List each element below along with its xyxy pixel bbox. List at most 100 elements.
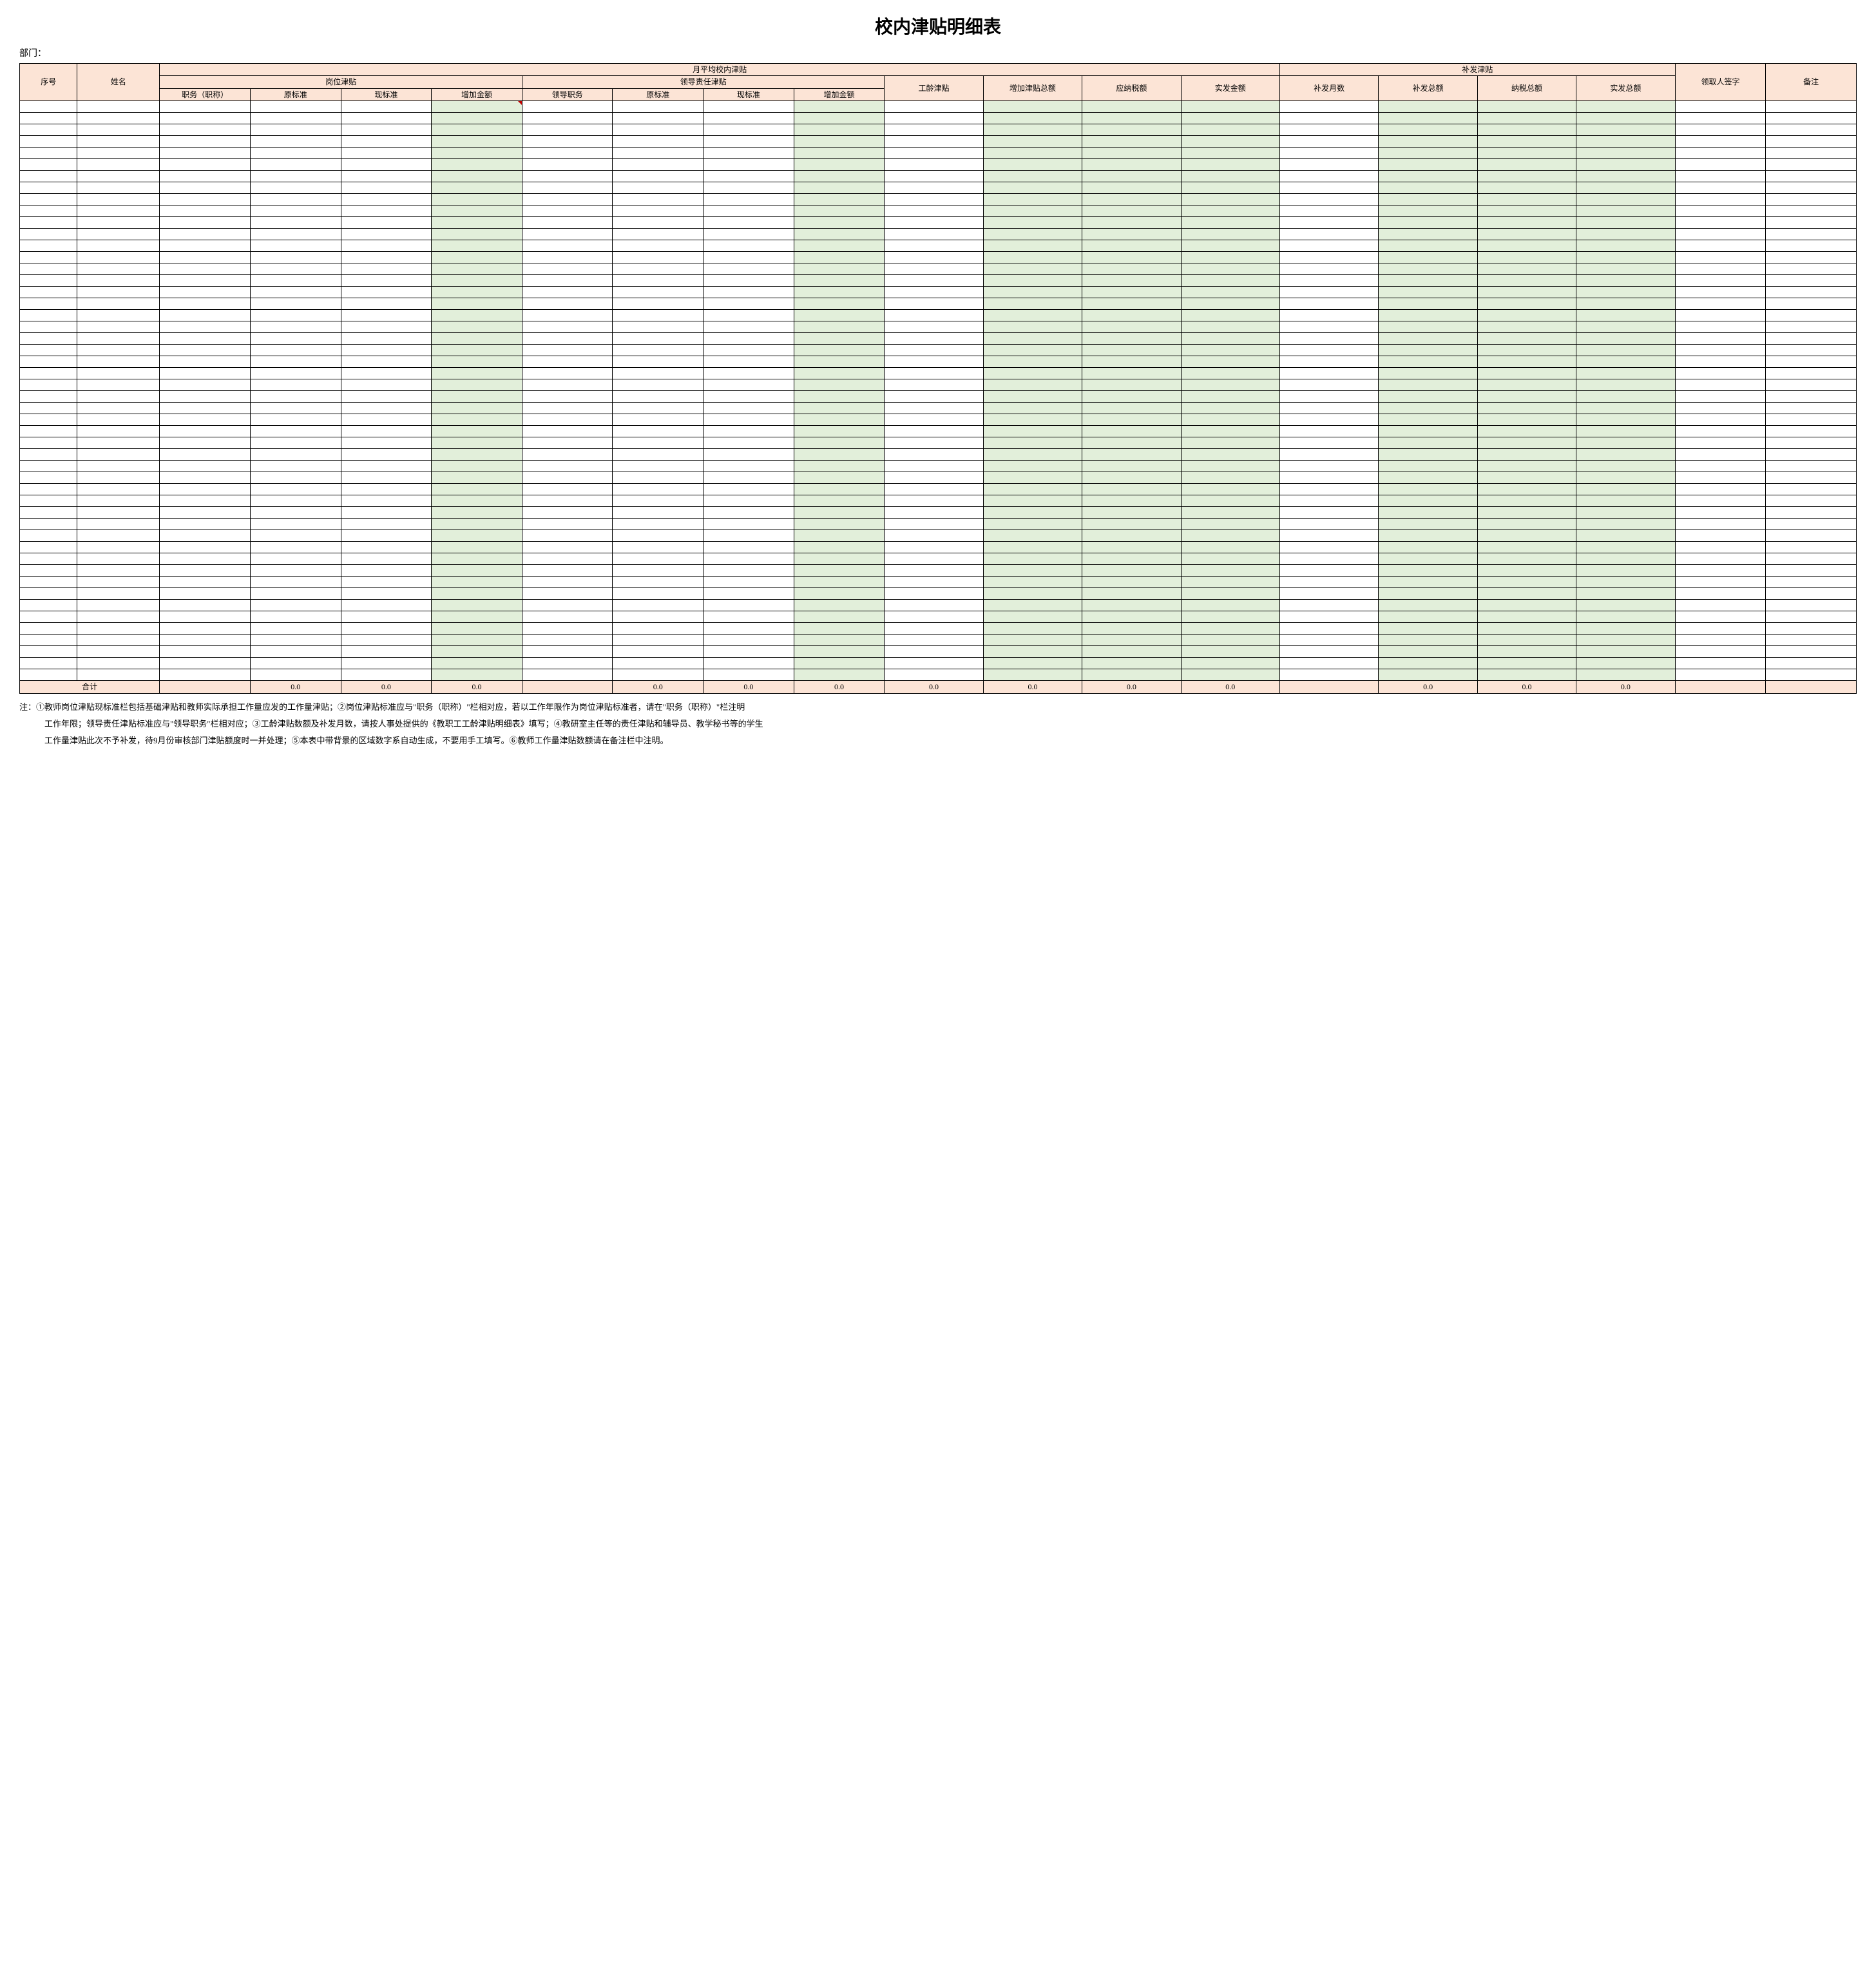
cell[interactable]: [1766, 217, 1857, 229]
cell[interactable]: [1082, 426, 1181, 437]
cell[interactable]: [794, 565, 885, 577]
cell[interactable]: [341, 229, 432, 240]
cell[interactable]: [1675, 194, 1766, 205]
cell[interactable]: [704, 124, 794, 136]
cell[interactable]: [1379, 333, 1477, 345]
cell[interactable]: [1477, 577, 1576, 588]
cell[interactable]: [522, 171, 613, 182]
cell[interactable]: [160, 588, 251, 600]
cell[interactable]: [160, 240, 251, 252]
cell[interactable]: [613, 252, 704, 263]
cell[interactable]: [885, 171, 983, 182]
cell[interactable]: [20, 600, 77, 611]
cell[interactable]: [1082, 449, 1181, 461]
cell[interactable]: [885, 553, 983, 565]
cell[interactable]: [1766, 229, 1857, 240]
cell[interactable]: [1477, 263, 1576, 275]
cell[interactable]: [704, 449, 794, 461]
cell[interactable]: [794, 321, 885, 333]
cell[interactable]: [341, 356, 432, 368]
cell[interactable]: [522, 321, 613, 333]
cell[interactable]: [613, 403, 704, 414]
cell[interactable]: [613, 565, 704, 577]
cell[interactable]: [1576, 345, 1675, 356]
cell[interactable]: [885, 194, 983, 205]
cell[interactable]: [1675, 623, 1766, 635]
cell[interactable]: [1082, 159, 1181, 171]
cell[interactable]: [885, 658, 983, 669]
cell[interactable]: [983, 669, 1082, 681]
cell[interactable]: [1766, 542, 1857, 553]
cell[interactable]: [1477, 635, 1576, 646]
cell[interactable]: [885, 414, 983, 426]
cell[interactable]: [1181, 252, 1279, 263]
cell[interactable]: [1181, 530, 1279, 542]
cell[interactable]: [613, 379, 704, 391]
cell[interactable]: [704, 519, 794, 530]
cell[interactable]: [522, 449, 613, 461]
cell[interactable]: [1279, 298, 1378, 310]
cell[interactable]: [341, 182, 432, 194]
cell[interactable]: [160, 530, 251, 542]
cell[interactable]: [20, 449, 77, 461]
cell[interactable]: [77, 101, 160, 113]
cell[interactable]: [250, 194, 341, 205]
cell[interactable]: [1477, 507, 1576, 519]
cell[interactable]: [613, 205, 704, 217]
cell[interactable]: [1576, 252, 1675, 263]
cell[interactable]: [250, 333, 341, 345]
cell[interactable]: [77, 356, 160, 368]
cell[interactable]: [160, 368, 251, 379]
cell[interactable]: [704, 635, 794, 646]
cell[interactable]: [1181, 611, 1279, 623]
cell[interactable]: [885, 611, 983, 623]
cell[interactable]: [522, 495, 613, 507]
cell[interactable]: [341, 507, 432, 519]
cell[interactable]: [1279, 669, 1378, 681]
cell[interactable]: [794, 658, 885, 669]
cell[interactable]: [794, 379, 885, 391]
cell[interactable]: [1279, 658, 1378, 669]
cell[interactable]: [1082, 240, 1181, 252]
cell[interactable]: [341, 263, 432, 275]
cell[interactable]: [1477, 449, 1576, 461]
cell[interactable]: [1477, 461, 1576, 472]
cell[interactable]: [1576, 101, 1675, 113]
cell[interactable]: [77, 240, 160, 252]
cell[interactable]: [983, 403, 1082, 414]
cell[interactable]: [77, 530, 160, 542]
cell[interactable]: [160, 658, 251, 669]
cell[interactable]: [160, 333, 251, 345]
cell[interactable]: [522, 252, 613, 263]
cell[interactable]: [613, 217, 704, 229]
cell[interactable]: [1675, 461, 1766, 472]
cell[interactable]: [1379, 252, 1477, 263]
cell[interactable]: [341, 611, 432, 623]
cell[interactable]: [1675, 217, 1766, 229]
cell[interactable]: [341, 542, 432, 553]
cell[interactable]: [432, 101, 522, 113]
cell[interactable]: [704, 159, 794, 171]
cell[interactable]: [432, 345, 522, 356]
cell[interactable]: [794, 507, 885, 519]
cell[interactable]: [704, 345, 794, 356]
cell[interactable]: [1082, 368, 1181, 379]
cell[interactable]: [1379, 345, 1477, 356]
cell[interactable]: [250, 101, 341, 113]
cell[interactable]: [1379, 669, 1477, 681]
cell[interactable]: [794, 229, 885, 240]
cell[interactable]: [1279, 182, 1378, 194]
cell[interactable]: [1477, 310, 1576, 321]
cell[interactable]: [885, 403, 983, 414]
cell[interactable]: [1477, 565, 1576, 577]
cell[interactable]: [1379, 600, 1477, 611]
cell[interactable]: [1082, 577, 1181, 588]
cell[interactable]: [432, 182, 522, 194]
cell[interactable]: [20, 124, 77, 136]
cell[interactable]: [1766, 426, 1857, 437]
cell[interactable]: [1675, 101, 1766, 113]
cell[interactable]: [20, 623, 77, 635]
cell[interactable]: [77, 391, 160, 403]
cell[interactable]: [1279, 507, 1378, 519]
cell[interactable]: [1766, 391, 1857, 403]
